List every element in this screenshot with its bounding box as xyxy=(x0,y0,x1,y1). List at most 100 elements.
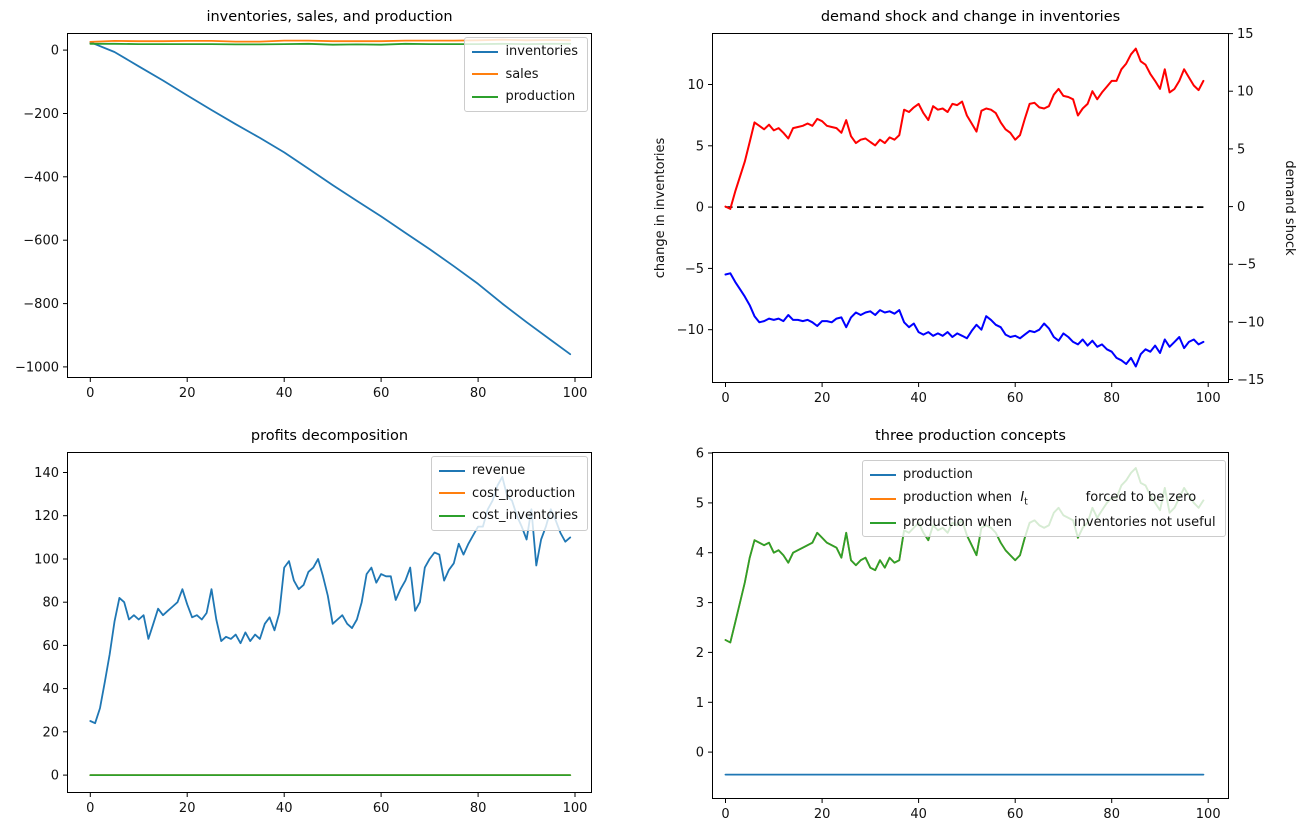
y-tick-label: 120 xyxy=(34,509,59,524)
y-tick-label: 60 xyxy=(42,639,59,654)
legend-label: production when inventories not useful xyxy=(903,514,1216,530)
subplot-top-right-demand-shock: demand shock and change in inventories 0… xyxy=(649,0,1297,417)
y-tick-label: −1000 xyxy=(15,360,59,375)
y-tick-label: −600 xyxy=(23,234,59,249)
x-tick-label: 20 xyxy=(179,801,196,816)
x-tick-label: 0 xyxy=(721,391,729,406)
legend-swatch-line xyxy=(438,492,465,495)
y-tick-label: 3 xyxy=(696,596,704,611)
legend-swatch-line xyxy=(472,95,499,98)
legend-swatch-line xyxy=(870,497,896,500)
x-tick-label: 80 xyxy=(470,386,487,401)
series-change-in-inventories xyxy=(724,272,1205,368)
y-tick-label: 5 xyxy=(1237,142,1245,157)
y-tick-label: 5 xyxy=(696,496,704,511)
legend-swatch-line xyxy=(870,521,896,524)
legend-item: revenue xyxy=(438,462,578,480)
y-tick-label: −15 xyxy=(1237,373,1264,388)
y-tick-label: 80 xyxy=(42,596,59,611)
y-tick-label: 140 xyxy=(34,466,59,481)
y-axis-ticks-right: 15 10 5 0 −5 −10 −15 xyxy=(1229,27,1264,388)
x-tick-label: 100 xyxy=(1196,807,1221,822)
x-tick-label: 100 xyxy=(563,801,588,816)
legend-label: production xyxy=(903,467,973,482)
legend-label: production when It forced to be zero xyxy=(903,489,1197,508)
x-tick-label: 60 xyxy=(1007,807,1024,822)
axes-frame xyxy=(712,452,1229,799)
x-axis-ticks: 0 20 40 60 80 100 xyxy=(86,378,587,401)
y-tick-label: 0 xyxy=(696,201,704,216)
x-tick-label: 20 xyxy=(814,391,831,406)
legend-swatch-line xyxy=(438,514,465,517)
legend: inventories sales production xyxy=(464,37,588,112)
x-tick-label: 60 xyxy=(373,386,390,401)
legend-label: production xyxy=(505,89,576,105)
y-tick-label: −200 xyxy=(23,107,59,122)
x-tick-label: 40 xyxy=(910,391,927,406)
y-tick-label: 2 xyxy=(696,646,704,661)
legend-item: sales xyxy=(472,66,578,84)
y-tick-label: 40 xyxy=(42,682,59,697)
legend-swatch-line xyxy=(472,50,499,53)
chart-title: profits decomposition xyxy=(250,428,409,444)
math-italic-I: I xyxy=(1020,489,1025,505)
x-tick-label: 20 xyxy=(814,807,831,822)
y-tick-label: 0 xyxy=(51,769,59,784)
x-tick-label: 40 xyxy=(910,807,927,822)
legend-item: production when It forced to be zero xyxy=(870,489,1216,509)
y-tick-label: −5 xyxy=(1237,258,1256,273)
x-axis-ticks: 0 20 40 60 80 100 xyxy=(86,793,587,816)
x-tick-label: 100 xyxy=(1196,391,1221,406)
y-axis-ticks-left: 0 20 40 60 80 100 120 140 xyxy=(34,466,67,784)
math-subscript-t: t xyxy=(1024,496,1028,508)
x-axis-ticks: 0 20 40 60 80 100 xyxy=(721,799,1221,822)
y-axis-ticks-left: 0 −200 −400 −600 −800 −1000 xyxy=(15,44,67,375)
legend-item: production when inventories not useful xyxy=(870,514,1216,532)
x-tick-label: 80 xyxy=(470,801,487,816)
x-tick-label: 20 xyxy=(179,386,196,401)
y-tick-label: 1 xyxy=(696,696,704,711)
subplot-top-left-inventories-sales-production: inventories, sales, and production 0 20 40… xyxy=(0,0,648,417)
legend: production production when It forced to b… xyxy=(862,460,1226,538)
axes-frame xyxy=(67,452,592,793)
plot-canvas-profits-decomposition: 0 20 40 60 80 100 0 20 40 60 80 100 120 140 xyxy=(34,452,592,816)
x-tick-label: 100 xyxy=(563,386,588,401)
y-tick-label: 0 xyxy=(696,746,704,761)
subplot-bottom-left-profits-decomposition: profits decomposition 0 20 40 60 80 100 0 20 40 6… xyxy=(0,417,648,834)
y-axis-label-left: change in inventories xyxy=(653,138,668,279)
y-axis-ticks-left: 10 5 0 −5 −10 xyxy=(677,78,712,338)
y-tick-label: 100 xyxy=(34,553,59,568)
subplot-bottom-right-production-concepts: three production concepts 0 20 40 60 80 100 0 1… xyxy=(649,417,1297,834)
legend-swatch-line xyxy=(870,473,896,476)
x-tick-label: 80 xyxy=(1103,807,1120,822)
legend-label: cost_production xyxy=(471,485,576,501)
y-tick-label: 15 xyxy=(1237,27,1254,42)
legend: revenue cost_production cost_inventories xyxy=(430,456,588,531)
chart-title: three production concepts xyxy=(875,428,1066,444)
axes-frame xyxy=(67,33,592,378)
y-tick-label: 10 xyxy=(687,78,704,93)
x-tick-label: 0 xyxy=(86,386,94,401)
y-axis-ticks-left: 0 1 2 3 4 5 6 xyxy=(696,447,712,761)
legend-label: inventories xyxy=(505,44,578,59)
plot-canvas-demand-shock: 0 20 40 60 80 100 10 5 0 −5 −10 15 10 5 0 −5 −10 −15 chang… xyxy=(653,27,1297,406)
x-tick-label: 40 xyxy=(276,801,293,816)
y-axis-label-right: demand shock xyxy=(1282,160,1297,256)
x-tick-label: 60 xyxy=(373,801,390,816)
y-tick-label: 20 xyxy=(42,725,59,740)
legend-label: revenue xyxy=(471,463,526,478)
legend-item: cost_inventories xyxy=(438,507,578,525)
legend-item: production xyxy=(472,88,578,106)
legend-swatch-line xyxy=(438,469,465,472)
x-tick-label: 40 xyxy=(276,386,293,401)
y-tick-label: 0 xyxy=(51,44,59,59)
y-tick-label: 0 xyxy=(1237,200,1245,215)
x-tick-label: 0 xyxy=(721,807,729,822)
chart-title: inventories, sales, and production xyxy=(206,9,453,25)
chart-title: demand shock and change in inventories xyxy=(820,9,1121,25)
x-tick-label: 0 xyxy=(86,801,94,816)
legend-swatch-line xyxy=(472,73,499,76)
y-tick-label: 10 xyxy=(1237,85,1254,100)
y-tick-label: −10 xyxy=(677,323,704,338)
